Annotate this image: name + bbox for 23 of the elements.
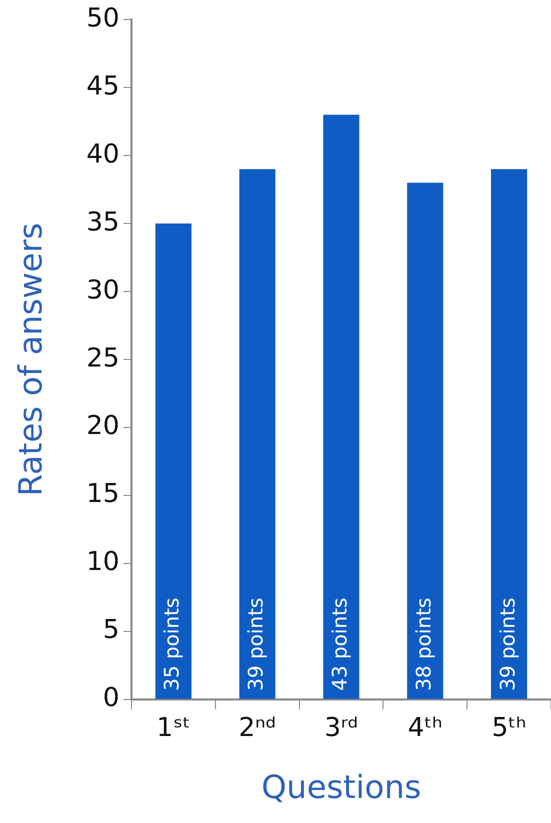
y-tick-label: 25 [86,343,120,374]
x-tick-label: 3ʳᵈ [324,712,358,743]
y-tick-label: 50 [86,3,120,34]
y-tick-label: 30 [86,275,120,306]
x-tick-label: 4ᵗʰ [408,712,443,743]
data-label: 43 points [327,598,352,691]
y-tick-label: 45 [86,71,120,102]
y-tick-label: 40 [86,139,120,170]
y-tick-label: 15 [86,479,120,510]
y-axis-title: Rates of answers [12,222,50,496]
data-label: 35 points [160,598,184,691]
y-tick-label: 0 [102,683,120,714]
y-tick-label: 5 [102,615,120,646]
x-tick-label: 2ⁿᵈ [238,712,276,743]
data-label: 39 points [495,598,520,691]
x-tick-label: 5ᵗʰ [492,712,526,743]
x-axis-title: Questions [261,768,422,806]
y-tick-label: 20 [86,411,120,442]
data-label: 39 points [244,598,268,691]
y-tick-label: 10 [86,547,120,578]
data-label: 38 points [411,598,436,691]
x-tick-label: 1ˢᵗ [156,712,190,743]
y-tick-label: 35 [86,207,120,238]
